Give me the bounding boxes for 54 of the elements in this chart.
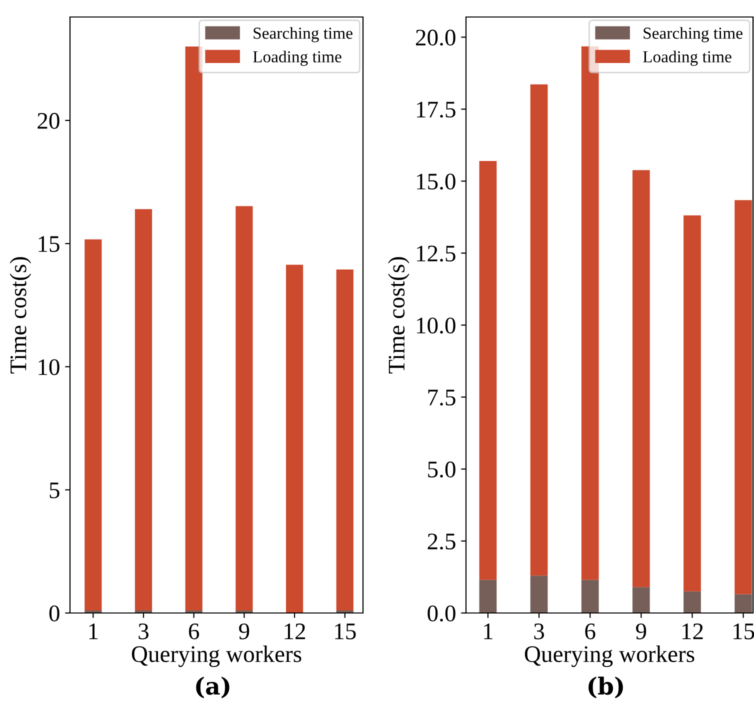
y-axis-title: Time cost(s)	[10, 257, 32, 374]
bar	[479, 580, 497, 613]
bar	[684, 591, 701, 613]
bar	[84, 239, 102, 611]
y-tick-label: 17.5	[417, 102, 456, 118]
y-tick-label: 15.0	[417, 174, 456, 190]
y-tick-label: 5	[50, 482, 60, 498]
legend-label: Searching time	[254, 27, 352, 42]
y-tick-label: 2.5	[428, 534, 456, 550]
bar	[134, 209, 152, 611]
text: (a)	[196, 676, 230, 698]
x-axis-title: Querying workers	[524, 646, 694, 667]
x-tick-label: 9	[636, 623, 646, 640]
y-tick-label: 10.0	[417, 318, 456, 334]
y-tick-label: 20	[38, 112, 60, 129]
bar	[286, 264, 304, 613]
x-tick-label: 6	[585, 623, 596, 640]
x-tick-label: 1	[89, 624, 98, 640]
bar	[581, 46, 599, 580]
x-tick-label: 1	[484, 624, 492, 640]
bar	[336, 269, 354, 611]
y-tick-label: 15	[38, 236, 60, 252]
bar	[632, 587, 650, 613]
bar	[530, 84, 548, 576]
x-tick-label: 9	[239, 623, 250, 640]
bar	[734, 200, 752, 594]
x-tick-label: 3	[534, 623, 544, 640]
x-tick-label: 12	[284, 623, 306, 640]
legend-label: Loading time	[253, 50, 342, 66]
bar	[479, 160, 497, 580]
y-tick-label: 5.0	[428, 462, 456, 478]
y-tick-label: 10	[38, 359, 60, 376]
bar	[236, 206, 253, 611]
x-tick-label: 3	[138, 623, 148, 640]
x-tick-label: 6	[188, 623, 200, 640]
bar	[632, 170, 650, 588]
bar	[185, 46, 202, 611]
x-tick-label: 15	[734, 624, 754, 640]
text: (b)	[588, 676, 623, 698]
x-axis-title: Querying workers	[132, 646, 302, 667]
legend-label: Searching time	[644, 27, 742, 42]
bar	[684, 215, 701, 592]
y-tick-label: 7.5	[428, 390, 456, 406]
bar	[530, 576, 548, 613]
y-tick-label: 0.0	[428, 605, 456, 622]
x-tick-label: 12	[682, 623, 703, 640]
x-tick-label: 15	[335, 624, 356, 640]
bar	[734, 594, 752, 613]
legend-label: Loading time	[643, 50, 732, 66]
bar	[581, 580, 599, 613]
y-tick-label: 12.5	[417, 246, 456, 262]
y-tick-label: 20.0	[416, 30, 456, 46]
y-tick-label: 0	[49, 605, 60, 622]
y-axis-title: Time cost(s)	[388, 257, 410, 374]
